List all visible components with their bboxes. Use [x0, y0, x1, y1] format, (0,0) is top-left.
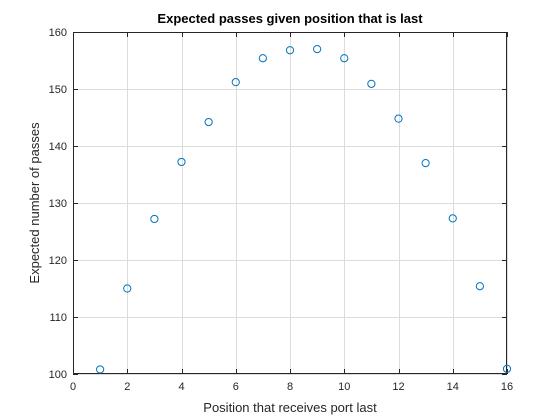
x-tick-label: 12: [392, 381, 404, 393]
y-tick-label: 150: [49, 84, 67, 96]
y-tick-label: 110: [49, 312, 67, 324]
x-tick-label: 2: [124, 381, 130, 393]
x-tick-label: 16: [501, 381, 513, 393]
x-tick-label: 14: [447, 381, 459, 393]
data-point: [150, 214, 159, 224]
x-tick-label: 6: [233, 381, 239, 393]
data-point: [177, 157, 186, 167]
y-tick-label: 120: [49, 255, 67, 267]
data-point: [367, 79, 376, 88]
data-point: [123, 284, 132, 293]
data-point: [502, 364, 512, 373]
axis-ticks: 0 2 4 6 8 10 12 14 16 100 110 120 130 140 150 160: [49, 27, 513, 393]
y-tick-label: 140: [49, 141, 67, 153]
data-point: [394, 114, 403, 123]
data-point: [231, 78, 240, 87]
y-axis-title: Expected number of passes: [27, 122, 42, 284]
data-point: [421, 159, 430, 168]
data-point: [204, 117, 213, 127]
data-point: [258, 54, 267, 63]
x-tick-label: 8: [287, 381, 293, 393]
data-points: [96, 45, 512, 374]
y-tick-label: 160: [49, 27, 67, 39]
x-tick-label: 4: [178, 381, 184, 393]
data-point: [313, 45, 322, 54]
x-axis-title: Position that receives port last: [203, 400, 377, 415]
y-tick-label: 100: [49, 369, 67, 381]
data-point: [475, 282, 484, 291]
data-point: [448, 214, 457, 223]
data-point: [96, 365, 105, 374]
chart-title: Expected passes given position that is l…: [157, 11, 423, 26]
y-tick-label: 130: [49, 198, 67, 210]
x-tick-label: 10: [338, 381, 350, 393]
x-tick-label: 0: [70, 381, 76, 393]
data-point: [340, 54, 349, 63]
data-point: [285, 46, 295, 55]
